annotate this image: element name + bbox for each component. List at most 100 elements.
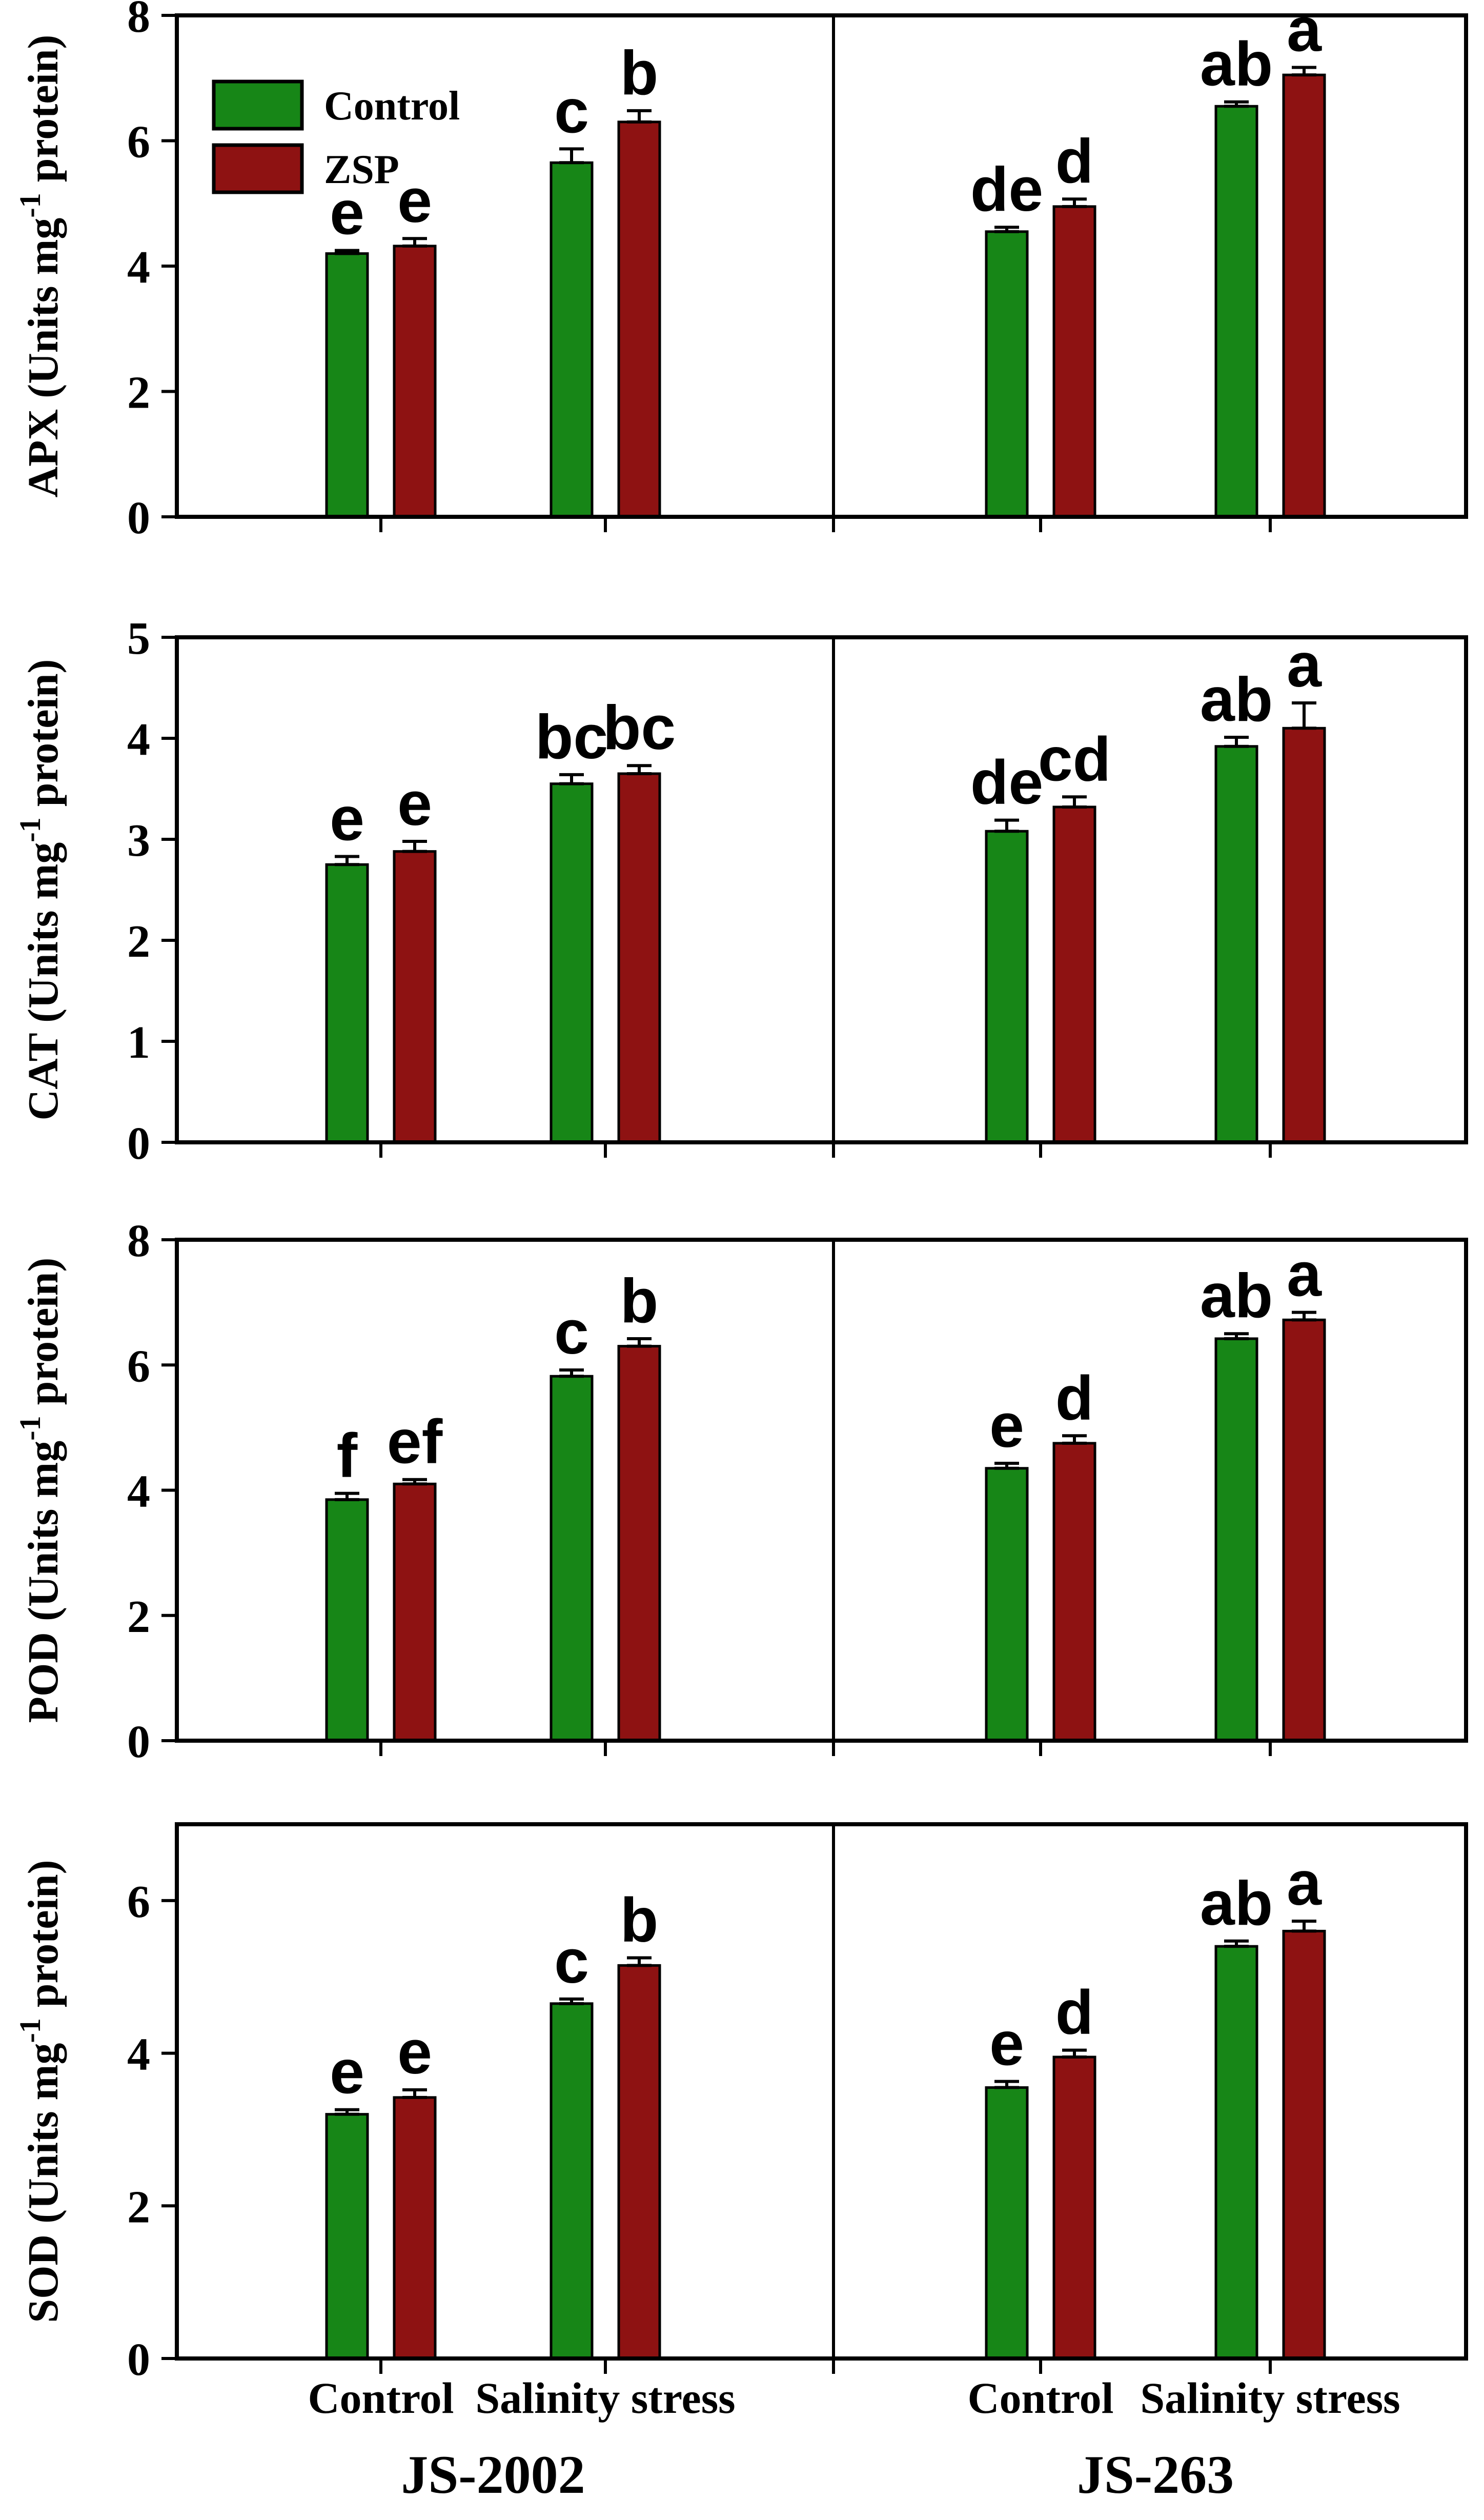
significance-letter: e: [989, 1390, 1024, 1460]
bar-zsp: [1282, 1929, 1326, 2360]
bar-control: [1214, 1337, 1258, 1742]
error-bar: [335, 1491, 359, 1501]
bar-zsp: [1052, 1442, 1096, 1742]
significance-letter: ab: [1200, 1868, 1273, 1938]
significance-letter: c: [554, 76, 589, 146]
y-tick-label: 6: [127, 117, 150, 168]
error-bar: [1224, 1332, 1249, 1340]
bar-zsp: [1282, 73, 1326, 518]
error-bar: [402, 839, 427, 853]
significance-letter: de: [970, 154, 1043, 224]
error-bar: [1062, 197, 1087, 208]
y-axis-label: APX (Units mg-1 protein): [13, 34, 67, 497]
significance-letter: f: [337, 1421, 358, 1490]
y-tick-label: 8: [127, 0, 150, 42]
bar-control: [550, 782, 594, 1144]
y-tick-label: 6: [127, 1877, 150, 1927]
panel-box: [175, 635, 1468, 1144]
panel-pod: f ef c b e d ab a 0 2 4 6 8 POD (Units mg-1 protein): [13, 1216, 1468, 1767]
significance-letter: a: [1287, 0, 1322, 64]
error-bar: [559, 773, 584, 785]
error-bar: [994, 226, 1019, 233]
bar-control: [1214, 105, 1258, 518]
bar-control: [985, 230, 1029, 518]
y-tick-label: 3: [127, 815, 150, 866]
bar-control: [1214, 745, 1258, 1144]
x-tick-label: Salinity stress: [475, 2373, 735, 2423]
legend: Control ZSP: [212, 79, 460, 194]
significance-letter: de: [970, 748, 1043, 817]
bar-zsp: [393, 850, 437, 1144]
y-tick-label: 2: [127, 368, 150, 418]
bar-zsp: [1282, 1318, 1326, 1742]
bar-control: [985, 2086, 1029, 2360]
error-bar: [1292, 66, 1316, 77]
significance-letter: e: [397, 166, 432, 235]
x-tick-label: Control: [967, 2373, 1113, 2423]
significance-letter: e: [330, 177, 364, 247]
significance-letter: ef: [387, 1407, 443, 1477]
bar-control: [325, 1498, 369, 1742]
significance-letter: d: [1055, 126, 1094, 196]
error-bar: [994, 1461, 1019, 1470]
legend-swatch-control: [212, 79, 304, 131]
y-tick-label: 2: [127, 2182, 150, 2232]
bar-control: [550, 1375, 594, 1742]
significance-letter: e: [989, 2009, 1024, 2079]
significance-letter: d: [1055, 1978, 1094, 2047]
y-axis-label: SOD (Units mg-1 protein): [13, 1860, 67, 2323]
error-bar: [1224, 736, 1249, 748]
error-bar: [559, 1997, 584, 2005]
bar-control: [550, 2002, 594, 2360]
error-bar: [1062, 795, 1087, 809]
significance-letter: cd: [1038, 724, 1111, 794]
y-axis-label: POD (Units mg-1 protein): [13, 1258, 67, 1723]
bar-zsp: [1282, 727, 1326, 1144]
bar-zsp: [393, 1482, 437, 1742]
y-tick-label: 4: [127, 1466, 150, 1517]
y-tick-label: 2: [127, 1591, 150, 1642]
error-bar: [627, 109, 652, 124]
error-bar: [559, 1368, 584, 1378]
legend-swatch-zsp: [212, 143, 304, 194]
significance-letter: bc: [603, 693, 676, 762]
y-tick-label: 2: [127, 916, 150, 967]
bar-zsp: [393, 245, 437, 518]
significance-letter: b: [620, 1885, 659, 1955]
y-tick-label: 8: [127, 1216, 150, 1266]
bar-zsp: [617, 1964, 661, 2360]
significance-letter: e: [397, 2017, 432, 2087]
x-tick-label: Control: [308, 2373, 454, 2423]
significance-letter: b: [620, 38, 659, 108]
error-bar: [559, 147, 584, 165]
variety-label: JS-2002: [401, 2445, 585, 2505]
significance-letter: a: [1287, 1848, 1322, 1918]
error-bar: [627, 1337, 652, 1348]
bar-control: [550, 161, 594, 518]
variety-label: JS-263: [1077, 2445, 1234, 2505]
y-tick-label: 4: [127, 242, 150, 293]
error-bar: [994, 2080, 1019, 2089]
significance-letter: ab: [1200, 664, 1273, 734]
bar-control: [325, 863, 369, 1144]
bar-control: [325, 252, 369, 518]
error-bar: [335, 855, 359, 866]
y-tick-label: 0: [127, 2334, 150, 2385]
y-tick-label: 0: [127, 493, 150, 543]
bar-zsp: [393, 2096, 437, 2360]
y-tick-label: 4: [127, 714, 150, 765]
significance-letter: e: [330, 783, 364, 853]
error-bar: [1224, 100, 1249, 108]
error-bar: [1062, 2048, 1087, 2059]
significance-letter: d: [1055, 1363, 1094, 1433]
bar-control: [985, 830, 1029, 1144]
significance-letter: ab: [1200, 29, 1273, 99]
y-tick-label: 0: [127, 1717, 150, 1767]
legend-label: ZSP: [324, 147, 399, 192]
error-bar: [335, 249, 359, 255]
significance-letter: c: [554, 1926, 589, 1996]
